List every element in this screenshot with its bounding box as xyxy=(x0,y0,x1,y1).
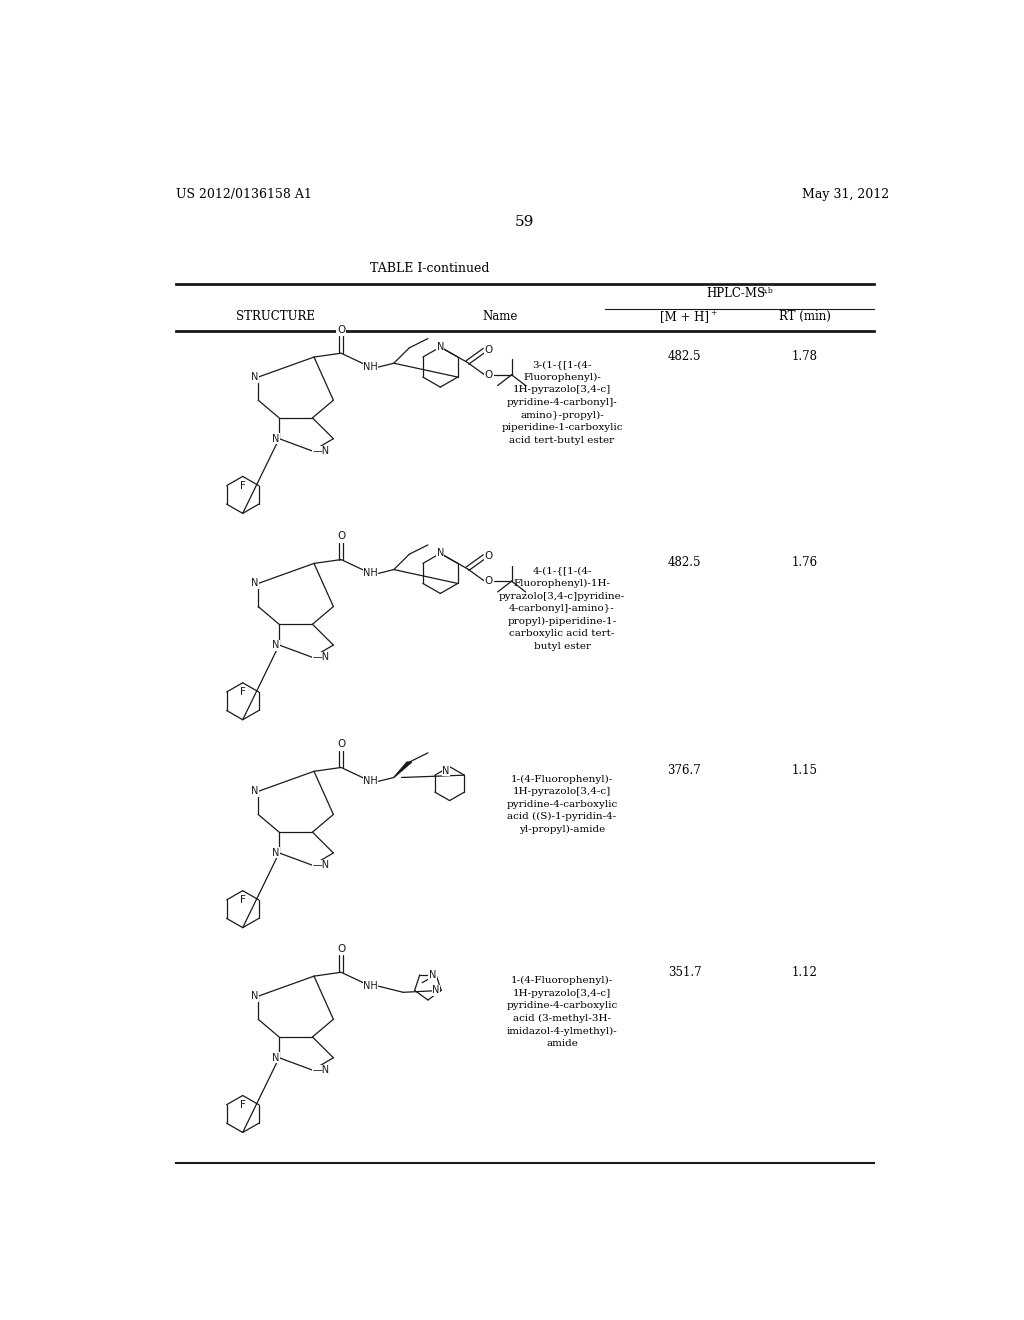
Text: O: O xyxy=(484,370,493,380)
Text: 376.7: 376.7 xyxy=(668,764,701,777)
Text: 4-(1-{[1-(4-
Fluorophenyl)-1H-
pyrazolo[3,4-c]pyridine-
4-carbonyl]-amino}-
prop: 4-(1-{[1-(4- Fluorophenyl)-1H- pyrazolo[… xyxy=(499,566,625,651)
Text: N: N xyxy=(271,847,280,858)
Text: NH: NH xyxy=(364,981,378,991)
Text: 1.76: 1.76 xyxy=(792,557,817,569)
Text: —N: —N xyxy=(312,861,330,870)
Text: NH: NH xyxy=(364,776,378,787)
Text: 1-(4-Fluorophenyl)-
1H-pyrazolo[3,4-c]
pyridine-4-carboxylic
acid (3-methyl-3H-
: 1-(4-Fluorophenyl)- 1H-pyrazolo[3,4-c] p… xyxy=(507,977,617,1048)
Text: N: N xyxy=(436,342,444,352)
Text: 1.12: 1.12 xyxy=(792,966,817,979)
Text: F: F xyxy=(240,480,246,491)
Text: O: O xyxy=(484,345,493,355)
Text: US 2012/0136158 A1: US 2012/0136158 A1 xyxy=(176,189,312,202)
Text: 1.78: 1.78 xyxy=(792,350,817,363)
Text: NH: NH xyxy=(364,569,378,578)
Text: N: N xyxy=(271,640,280,649)
Text: N: N xyxy=(271,434,280,444)
Text: F: F xyxy=(240,686,246,697)
Text: O: O xyxy=(337,944,345,954)
Text: Name: Name xyxy=(482,310,518,323)
Polygon shape xyxy=(394,762,412,777)
Text: N: N xyxy=(432,986,439,995)
Text: TABLE I-continued: TABLE I-continued xyxy=(371,263,490,276)
Text: [M + H]: [M + H] xyxy=(659,310,709,323)
Text: —N: —N xyxy=(312,652,330,663)
Text: N: N xyxy=(429,970,436,979)
Text: —N: —N xyxy=(312,1065,330,1074)
Text: 1.15: 1.15 xyxy=(792,764,817,777)
Text: O: O xyxy=(484,552,493,561)
Text: O: O xyxy=(337,739,345,750)
Text: N: N xyxy=(251,578,258,589)
Text: F: F xyxy=(240,895,246,906)
Text: 3-(1-{[1-(4-
Fluorophenyl)-
1H-pyrazolo[3,4-c]
pyridine-4-carbonyl]-
amino}-prop: 3-(1-{[1-(4- Fluorophenyl)- 1H-pyrazolo[… xyxy=(502,360,623,445)
Text: O: O xyxy=(337,532,345,541)
Text: N: N xyxy=(251,787,258,796)
Text: 1-(4-Fluorophenyl)-
1H-pyrazolo[3,4-c]
pyridine-4-carboxylic
acid ((S)-1-pyridin: 1-(4-Fluorophenyl)- 1H-pyrazolo[3,4-c] p… xyxy=(507,775,617,834)
Text: N: N xyxy=(251,991,258,1001)
Text: O: O xyxy=(337,325,345,335)
Text: N: N xyxy=(442,766,450,776)
Text: 482.5: 482.5 xyxy=(668,350,701,363)
Text: F: F xyxy=(240,1100,246,1110)
Text: STRUCTURE: STRUCTURE xyxy=(236,310,314,323)
Text: 482.5: 482.5 xyxy=(668,557,701,569)
Text: HPLC-MS: HPLC-MS xyxy=(707,286,766,300)
Text: May 31, 2012: May 31, 2012 xyxy=(802,189,890,202)
Text: RT (min): RT (min) xyxy=(778,310,830,323)
Text: N: N xyxy=(251,372,258,381)
Text: NH: NH xyxy=(364,362,378,372)
Text: —N: —N xyxy=(312,446,330,455)
Text: N: N xyxy=(271,1053,280,1063)
Text: 351.7: 351.7 xyxy=(668,966,701,979)
Text: N: N xyxy=(436,548,444,558)
Text: O: O xyxy=(484,576,493,586)
Text: 59: 59 xyxy=(515,215,535,230)
Text: +: + xyxy=(710,309,717,317)
Text: a,b: a,b xyxy=(762,286,774,294)
